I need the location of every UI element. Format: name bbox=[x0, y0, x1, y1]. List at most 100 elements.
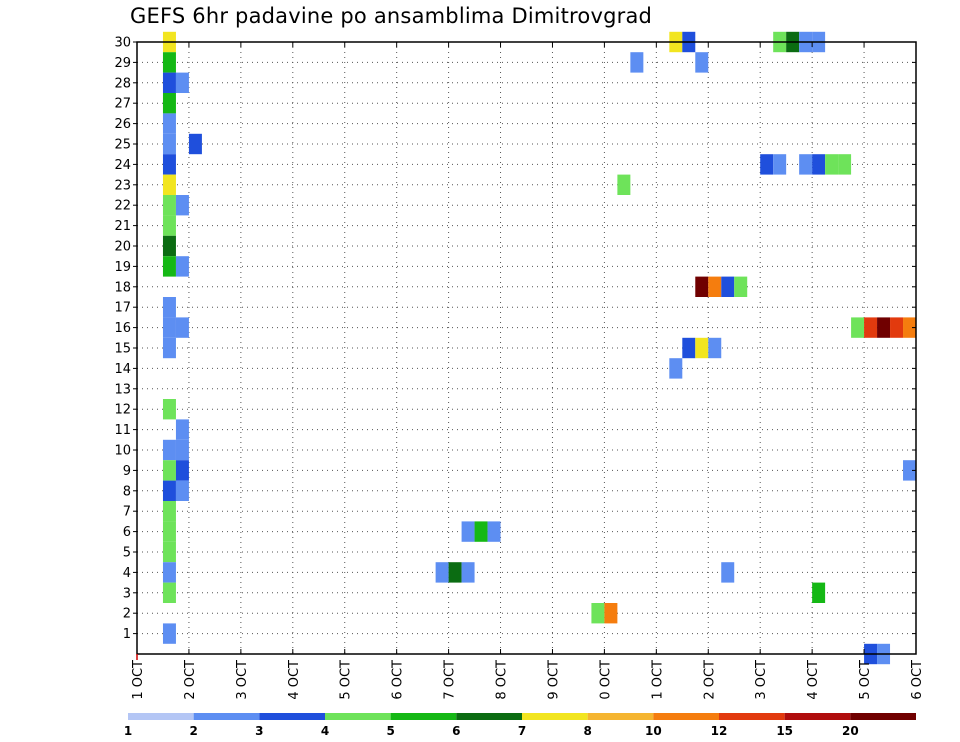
colorbar-swatch bbox=[784, 713, 851, 720]
y-tick-label: 30 bbox=[114, 36, 131, 51]
colorbar-swatch bbox=[850, 713, 916, 720]
heatmap-cell bbox=[864, 317, 878, 338]
y-tick-label: 11 bbox=[114, 423, 131, 438]
x-tick-label: 18 OCT bbox=[495, 660, 510, 700]
heatmap-cell bbox=[175, 317, 189, 338]
colorbar-label: 5 bbox=[386, 724, 394, 738]
x-tick-label: 13 OCT bbox=[235, 660, 250, 700]
y-tick-label: 24 bbox=[114, 158, 131, 173]
heatmap-cell bbox=[162, 256, 176, 277]
y-tick-label: 10 bbox=[114, 444, 131, 459]
heatmap-cell bbox=[162, 480, 176, 501]
colorbar-swatch bbox=[259, 713, 325, 720]
heatmap-cell bbox=[162, 501, 176, 522]
heatmap-cell bbox=[162, 174, 176, 195]
heatmap-cell bbox=[474, 521, 488, 542]
y-tick-label: 5 bbox=[123, 546, 131, 561]
y-tick-label: 13 bbox=[114, 382, 131, 397]
y-tick-label: 9 bbox=[123, 464, 131, 479]
heatmap-cell bbox=[162, 521, 176, 542]
colorbar-swatch bbox=[522, 713, 588, 720]
y-tick-label: 1 bbox=[123, 627, 131, 642]
heatmap-cell bbox=[188, 133, 202, 155]
colorbar-label: 7 bbox=[518, 724, 526, 738]
colorbar-label: 6 bbox=[452, 724, 460, 738]
heatmap-cell bbox=[760, 154, 774, 175]
y-tick-label: 19 bbox=[114, 260, 131, 275]
heatmap-cell bbox=[903, 460, 916, 481]
heatmap-cell bbox=[903, 317, 916, 338]
heatmap-cell bbox=[162, 52, 176, 73]
heatmap-cell bbox=[162, 297, 176, 318]
heatmap-cell bbox=[721, 562, 735, 583]
heatmap-cell bbox=[877, 317, 891, 338]
heatmap-cell bbox=[162, 541, 176, 563]
x-tick-label: 16 OCT bbox=[391, 660, 406, 700]
y-tick-label: 12 bbox=[114, 403, 131, 418]
y-tick-label: 22 bbox=[114, 199, 131, 214]
y-tick-label: 15 bbox=[114, 342, 131, 357]
heatmap-cell bbox=[175, 256, 189, 277]
x-tick-label: 22 OCT bbox=[702, 660, 717, 700]
heatmap-cell bbox=[890, 317, 904, 338]
x-tick-label: 20 OCT bbox=[598, 660, 613, 700]
heatmap-cell bbox=[617, 174, 631, 195]
y-tick-label: 7 bbox=[123, 505, 131, 520]
y-tick-label: 3 bbox=[123, 586, 131, 601]
x-tick-label: 11 OCT bbox=[131, 660, 146, 700]
y-tick-label: 27 bbox=[114, 97, 131, 112]
heatmap-cell bbox=[799, 154, 813, 175]
y-tick-label: 21 bbox=[114, 219, 131, 234]
heatmap-cell bbox=[851, 317, 865, 338]
heatmap-cell bbox=[812, 582, 826, 603]
heatmap-cell bbox=[162, 113, 176, 134]
heatmap-cell bbox=[448, 562, 462, 583]
y-tick-label: 8 bbox=[123, 484, 131, 499]
colorbar-label: 20 bbox=[842, 724, 859, 738]
heatmap-cell bbox=[773, 154, 787, 175]
heatmap-cell bbox=[487, 521, 501, 542]
y-tick-label: 28 bbox=[114, 76, 131, 91]
y-tick-label: 6 bbox=[123, 525, 131, 540]
colorbar-label: 15 bbox=[776, 724, 793, 738]
colorbar-swatch bbox=[653, 713, 719, 720]
x-tick-label: 14 OCT bbox=[287, 660, 302, 700]
heatmap-cell bbox=[734, 276, 748, 297]
heatmap-cell bbox=[825, 154, 839, 175]
x-tick-label: 21 OCT bbox=[650, 660, 665, 700]
colorbar-swatch bbox=[456, 713, 522, 720]
heatmap-cell bbox=[162, 215, 176, 236]
y-tick-label: 26 bbox=[114, 117, 131, 132]
colorbar-label: 10 bbox=[645, 724, 662, 738]
heatmap-cell bbox=[162, 235, 176, 257]
heatmap-cell bbox=[162, 399, 176, 420]
colorbar-label: 12 bbox=[711, 724, 728, 738]
heatmap-cell bbox=[175, 195, 189, 216]
x-tick-label: 24 OCT bbox=[806, 660, 821, 700]
colorbar-swatch bbox=[325, 713, 391, 720]
colorbar-label: 1 bbox=[124, 724, 132, 738]
colorbar-swatch bbox=[587, 713, 654, 720]
colorbar-swatch bbox=[128, 713, 194, 720]
heatmap-cell bbox=[162, 72, 176, 93]
heatmap-cell bbox=[162, 133, 176, 155]
x-tick-label: 12 OCT bbox=[183, 660, 198, 700]
colorbar-label: 8 bbox=[583, 724, 591, 738]
heatmap-cell bbox=[162, 439, 176, 461]
heatmap-cell bbox=[838, 154, 852, 175]
y-tick-label: 25 bbox=[114, 138, 131, 153]
heatmap-cell bbox=[812, 154, 826, 175]
heatmap-cell bbox=[695, 52, 709, 73]
colorbar-swatch bbox=[193, 713, 260, 720]
heatmap-cell bbox=[604, 603, 618, 624]
y-tick-label: 20 bbox=[114, 240, 131, 255]
heatmap-cell bbox=[175, 480, 189, 501]
heatmap-cell bbox=[708, 276, 722, 297]
chart-title: GEFS 6hr padavine po ansamblima Dimitrov… bbox=[130, 4, 653, 28]
x-tick-label: 25 OCT bbox=[858, 660, 873, 700]
y-tick-label: 23 bbox=[114, 178, 131, 193]
colorbar-label: 2 bbox=[189, 724, 197, 738]
heatmap-cell bbox=[162, 195, 176, 216]
x-tick-label: 15 OCT bbox=[339, 660, 354, 700]
heatmap-cell bbox=[162, 562, 176, 583]
